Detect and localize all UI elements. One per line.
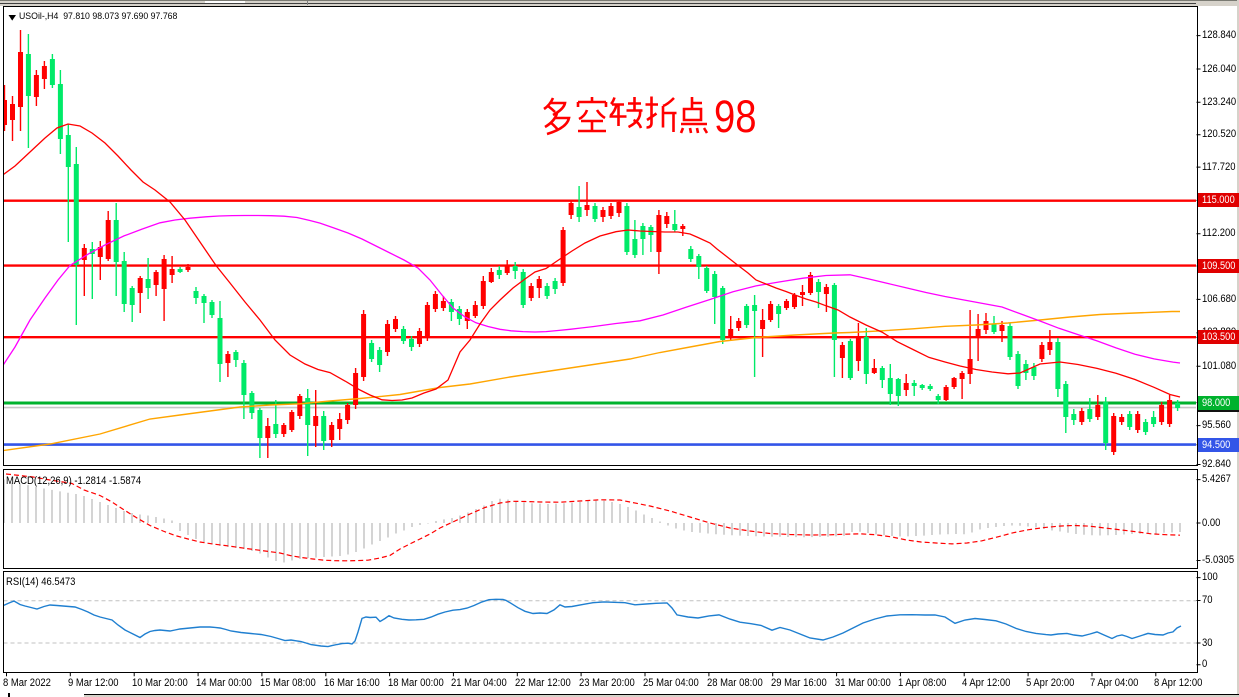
- svg-text:98: 98: [714, 91, 757, 142]
